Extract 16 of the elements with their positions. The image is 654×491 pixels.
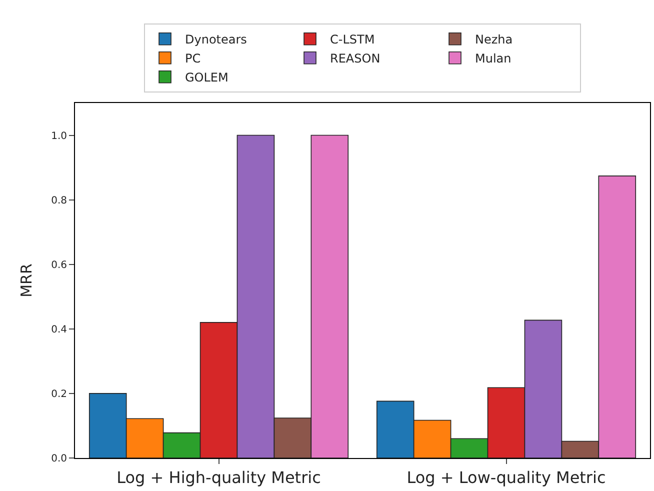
legend-label: Nezha bbox=[475, 32, 513, 47]
legend-label: Dynotears bbox=[185, 32, 247, 47]
y-tick-label: 0.8 bbox=[51, 195, 67, 206]
legend-label: GOLEM bbox=[185, 70, 228, 85]
y-tick-label: 1.0 bbox=[51, 130, 67, 142]
legend-label: Mulan bbox=[475, 52, 512, 66]
y-tick-label: 0.0 bbox=[51, 454, 67, 464]
legend-label: C-LSTM bbox=[330, 32, 375, 47]
x-tick-label: Log + High-quality Metric bbox=[116, 468, 321, 488]
y-tick-label: 0.2 bbox=[51, 388, 67, 400]
y-tick-label: 0.4 bbox=[51, 324, 67, 336]
legend-label: REASON bbox=[330, 52, 380, 66]
legend-label: PC bbox=[185, 52, 201, 66]
y-tick-label: 0.6 bbox=[51, 260, 67, 271]
y-axis-title: MRR bbox=[17, 264, 36, 298]
x-tick-label: Log + Low-quality Metric bbox=[406, 468, 606, 488]
